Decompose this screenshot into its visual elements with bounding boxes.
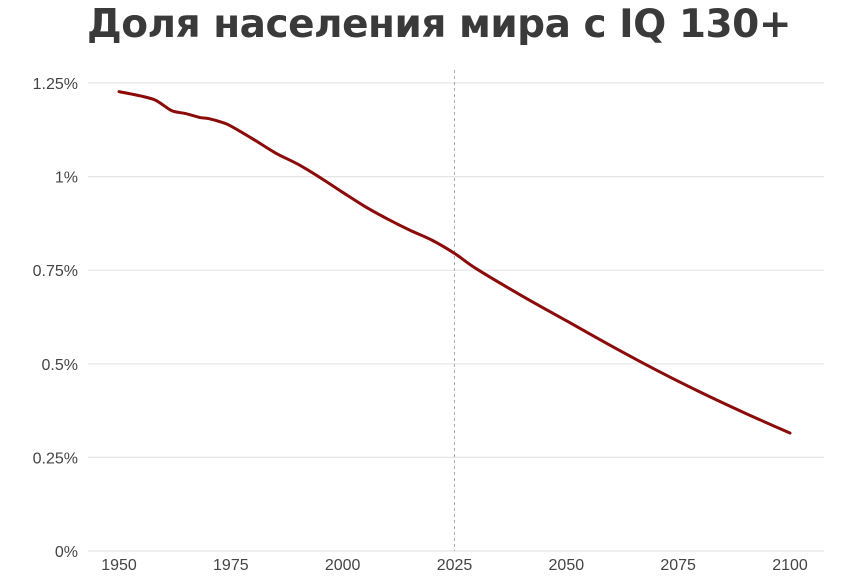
y-tick-label: 1% <box>55 170 78 187</box>
series-group <box>117 90 792 435</box>
y-tick-label: 0.5% <box>42 357 78 374</box>
y-tick-label: 0.25% <box>33 450 78 467</box>
series-line <box>117 90 792 435</box>
y-tick-label: 1.25% <box>33 76 78 93</box>
x-tick-label: 2100 <box>772 557 808 574</box>
y-tick-label: 0.75% <box>33 263 78 280</box>
y-axis-tick-labels: 0% 0.25% 0.5% 0.75% 1% 1.25% <box>33 76 78 561</box>
x-tick-label: 1975 <box>213 557 249 574</box>
y-tick-label: 0% <box>55 544 78 561</box>
x-tick-label: 2000 <box>325 557 361 574</box>
chart-title: Доля населения мира с IQ 130+ <box>87 2 792 47</box>
x-tick-label: 1950 <box>101 557 137 574</box>
x-tick-label: 2025 <box>437 557 473 574</box>
x-axis-tick-labels: 1950 1975 2000 2025 2050 2075 2100 <box>101 557 808 574</box>
x-tick-label: 2075 <box>660 557 696 574</box>
x-tick-label: 2050 <box>549 557 585 574</box>
gridlines <box>88 82 824 552</box>
